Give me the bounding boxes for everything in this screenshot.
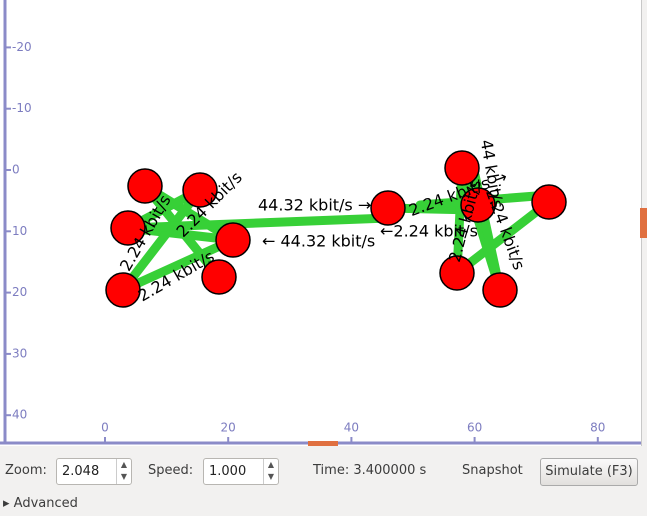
advanced-label: Advanced (13, 496, 78, 511)
zoom-value: 2.048 (62, 464, 100, 479)
x-ruler-label: 60 (467, 421, 482, 435)
link-label: ←2.24 kbit/s (380, 222, 478, 241)
speed-label: Speed: (148, 463, 194, 478)
x-ruler-label: 80 (590, 421, 605, 435)
x-ruler-label: 0 (101, 421, 109, 435)
zoom-label: Zoom: (5, 463, 47, 478)
nodes (105, 150, 567, 308)
x-ruler-label: 20 (221, 421, 236, 435)
y-ruler-label: 40 (12, 408, 27, 422)
speed-spin[interactable]: 1.000 ▲ ▼ (203, 458, 279, 485)
y-ruler-label: 30 (12, 346, 27, 360)
snapshot[interactable]: Snapshot (462, 463, 523, 478)
y-ruler-label: -10 (12, 101, 32, 115)
v-scroll-marker (640, 208, 647, 238)
canvas: -20 -10 0 10 20 30 40 0 20 40 60 80 44.32 kbit/s → ← … (0, 0, 647, 446)
x-ruler-label: 40 (344, 421, 359, 435)
link-label: 44.32 kbit/s → (258, 196, 371, 215)
zoom-spin[interactable]: 2.048 ▲ ▼ (56, 458, 132, 485)
y-ruler-label: -20 (12, 40, 32, 54)
y-ruler-label: 10 (12, 224, 27, 238)
y-ruler-label: 20 (12, 285, 27, 299)
link-label: ← 44.32 kbit/s (262, 232, 375, 251)
h-scroll-marker (308, 441, 338, 446)
time: Time: 3.400000 s (313, 463, 427, 478)
speed-value: 1.000 (209, 464, 247, 479)
advanced-expander[interactable]: ▸ Advanced (3, 496, 78, 511)
y-ruler-label: 0 (12, 163, 20, 177)
simulate-button[interactable]: Simulate (F3) (540, 458, 638, 486)
